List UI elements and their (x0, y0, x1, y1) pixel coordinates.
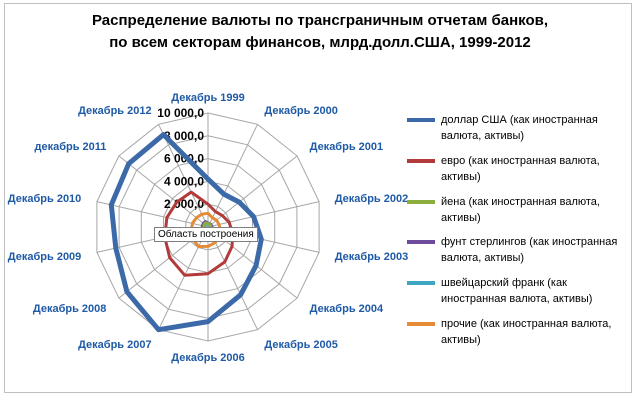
legend-swatch (407, 281, 435, 285)
radial-tick-label: 8 000,0 (164, 129, 204, 143)
radar-spoke (96, 201, 209, 228)
legend-item: швейцарский франк (как иностранная валют… (395, 275, 635, 315)
chart-title-line1: Распределение валюты по трансграничным о… (91, 12, 549, 29)
category-label: Декабрь 2009 (8, 251, 82, 263)
series-line (163, 190, 234, 277)
legend-label: фунт стерлингов (как иностранная валюта,… (441, 236, 618, 264)
category-label: Декабрь 2007 (78, 339, 152, 351)
category-label: Декабрь 2000 (264, 105, 338, 117)
legend-label: доллар США (как иностранная валюта, акти… (441, 114, 598, 142)
chart-title: Распределение валюты по трансграничным о… (40, 10, 600, 54)
category-label: Декабрь 2001 (310, 141, 384, 153)
legend-label: йена (как иностранная валюта, активы) (441, 196, 600, 224)
category-label: Декабрь 2003 (335, 251, 409, 263)
legend-swatch (407, 322, 435, 326)
radar-spoke (118, 155, 209, 228)
category-label: Декабрь 2012 (78, 105, 152, 117)
category-label: Декабрь 2010 (8, 193, 82, 205)
chart-frame (4, 3, 632, 393)
plot-area-tooltip: Область построения (154, 227, 258, 242)
radial-tick-label: 4 000,0 (164, 174, 204, 188)
radar-spoke (207, 124, 258, 228)
legend-item: доллар США (как иностранная валюта, акти… (395, 112, 635, 152)
legend-label: швейцарский франк (как иностранная валют… (441, 277, 593, 305)
category-label: Декабрь 2002 (335, 193, 409, 205)
legend-swatch (407, 159, 435, 163)
radar-spoke (207, 201, 320, 228)
legend-swatch (407, 240, 435, 244)
legend-item: йена (как иностранная валюта, активы) (395, 194, 635, 234)
legend-swatch (407, 118, 435, 122)
legend-swatch (407, 200, 435, 204)
legend-label: прочие (как иностранная валюта, активы) (441, 318, 612, 346)
category-label: Декабрь 2006 (171, 352, 245, 364)
category-label: декабрь 2011 (34, 141, 106, 153)
legend-label: евро (как иностранная валюта, активы) (441, 155, 600, 183)
legend-item: прочие (как иностранная валюта, активы) (395, 316, 635, 356)
legend-item: евро (как иностранная валюта, активы) (395, 153, 635, 193)
radar-spoke (158, 226, 209, 330)
chart-title-line2: по всем секторам финансов, млрд.долл.США… (109, 34, 531, 51)
radar-spoke (158, 124, 209, 228)
series-line (108, 132, 264, 333)
category-label: Декабрь 2004 (310, 303, 384, 315)
radial-tick-label: 10 000,0 (157, 106, 204, 120)
category-label: Декабрь 2008 (33, 303, 107, 315)
category-label: Декабрь 1999 (171, 92, 245, 104)
category-label: Декабрь 2005 (264, 339, 338, 351)
legend-item: фунт стерлингов (как иностранная валюта,… (395, 234, 635, 274)
radial-tick-label: 2 000,0 (164, 197, 204, 211)
series-line (189, 211, 222, 248)
radar-spoke (207, 226, 258, 330)
